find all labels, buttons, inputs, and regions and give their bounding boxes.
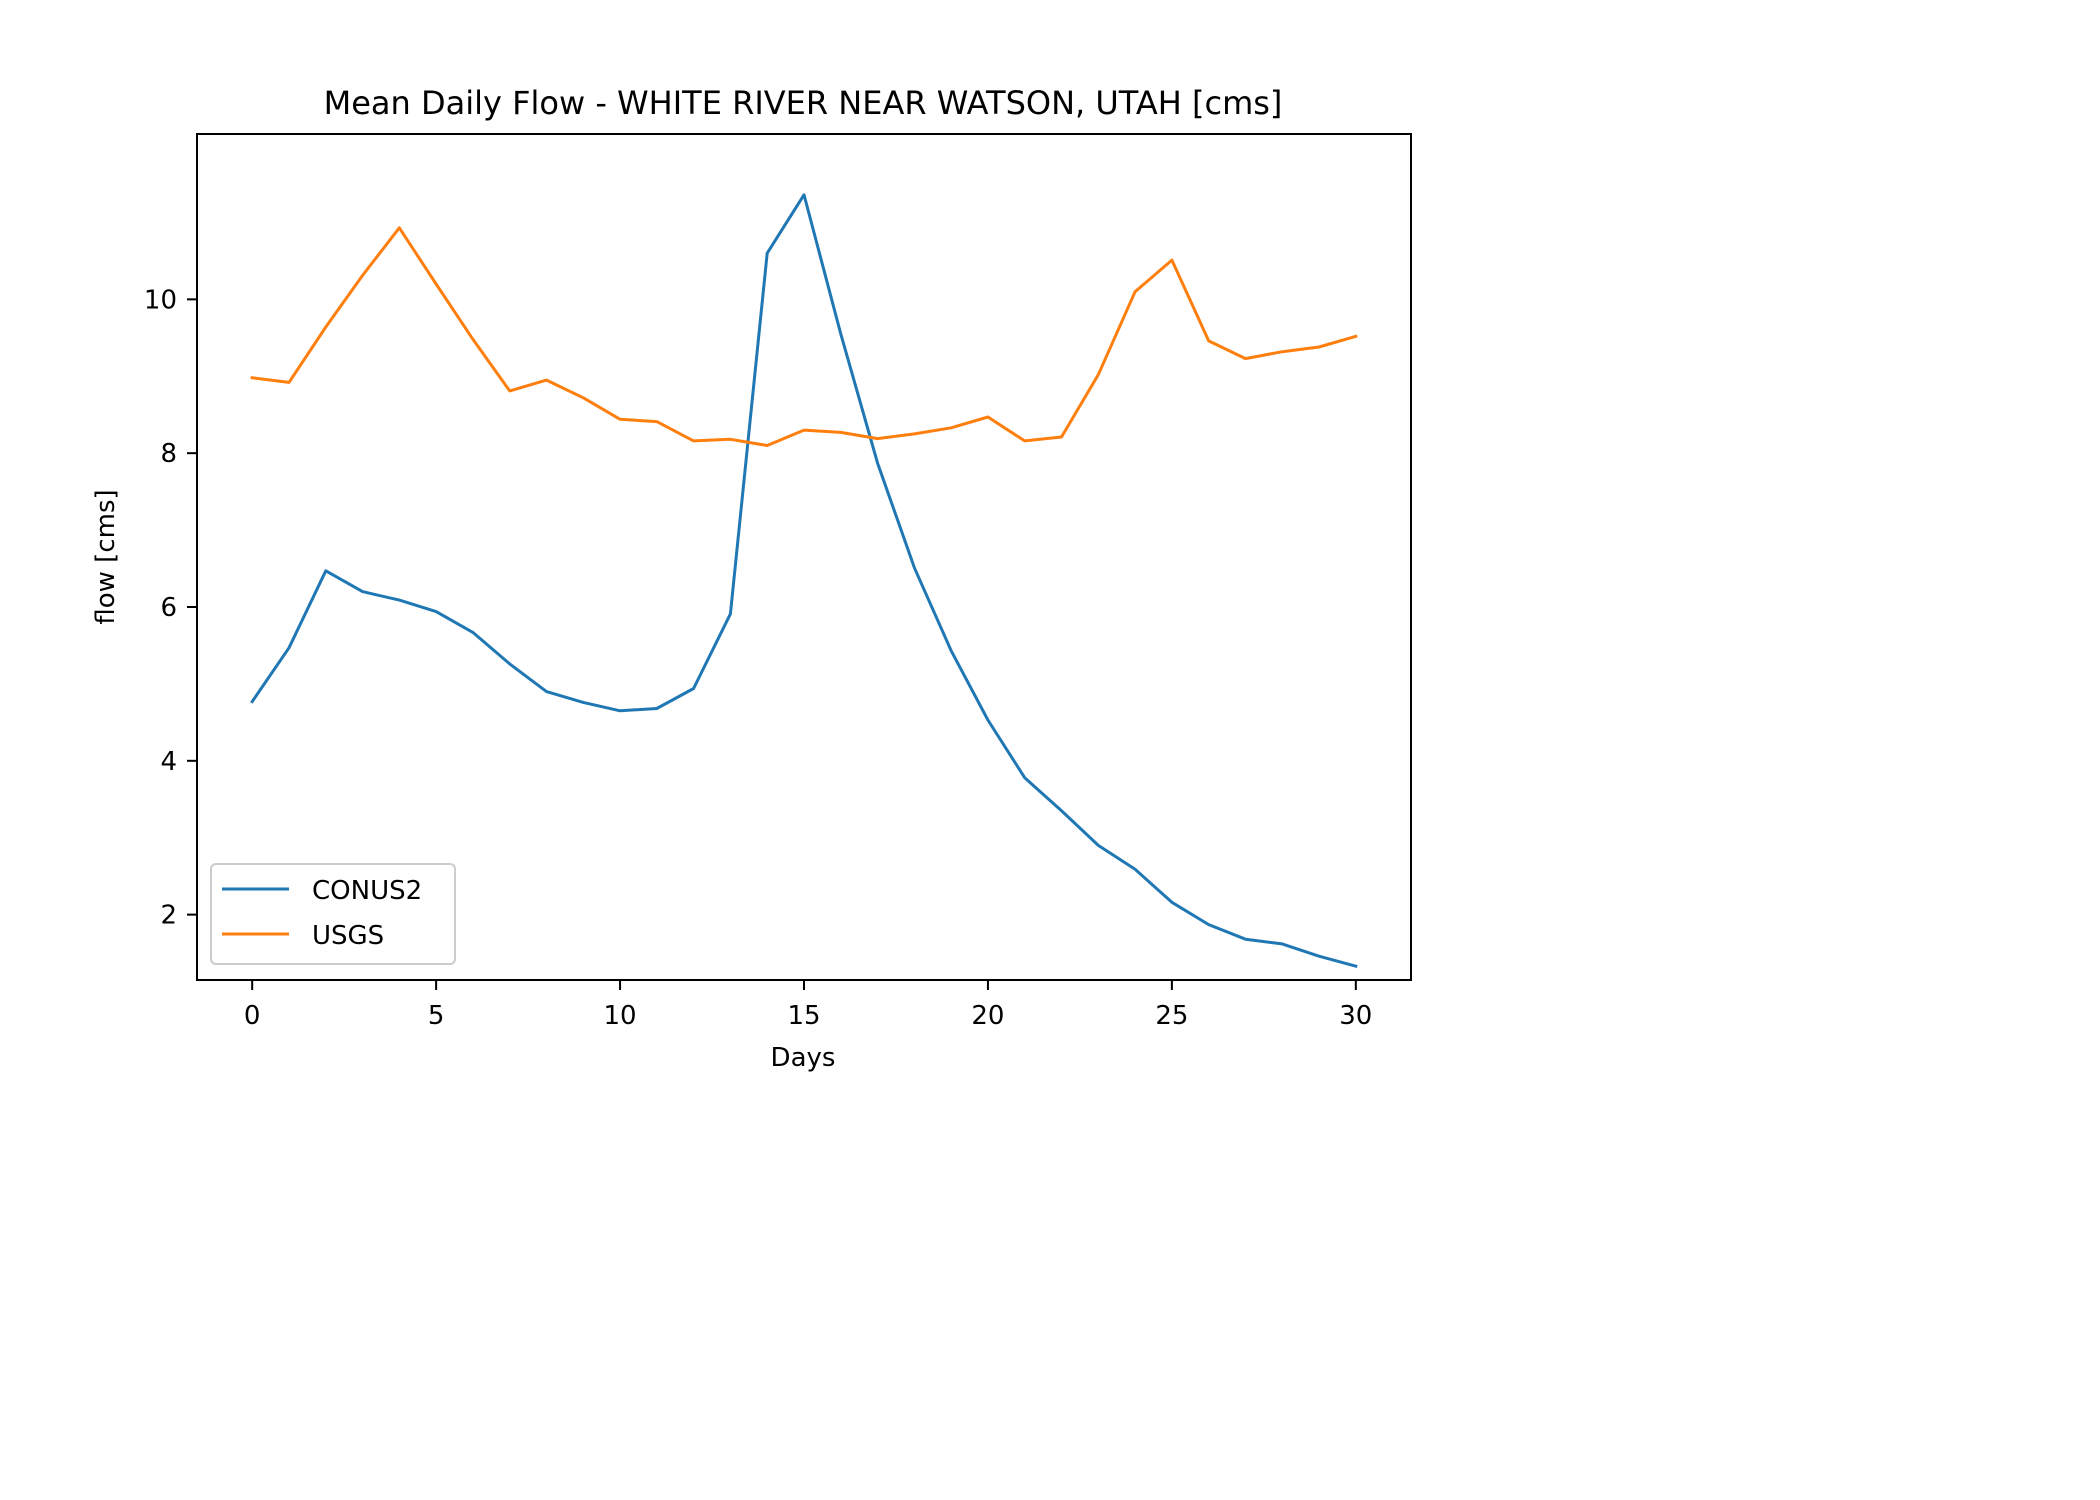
legend-label-conus2: CONUS2 xyxy=(312,876,422,906)
chart-figure: Mean Daily Flow - WHITE RIVER NEAR WATSO… xyxy=(91,84,1412,1073)
x-tick-label: 0 xyxy=(244,1001,261,1031)
x-tick-label: 20 xyxy=(971,1001,1004,1031)
legend-label-usgs: USGS xyxy=(312,921,384,951)
y-tick-label: 2 xyxy=(160,901,177,931)
y-tick-label: 4 xyxy=(160,747,177,777)
y-tick-label: 8 xyxy=(160,439,177,469)
x-tick-label: 5 xyxy=(428,1001,445,1031)
series-line-usgs xyxy=(250,226,1358,447)
x-axis-label: Days xyxy=(771,1043,836,1073)
y-tick-label: 6 xyxy=(160,593,177,623)
x-tick-label: 25 xyxy=(1155,1001,1188,1031)
y-axis-label: flow [cms] xyxy=(91,489,121,624)
plot-area xyxy=(197,134,1411,980)
y-tick-label: 10 xyxy=(144,285,177,315)
x-tick-label: 30 xyxy=(1339,1001,1372,1031)
x-tick-label: 15 xyxy=(787,1001,820,1031)
line-chart: Mean Daily Flow - WHITE RIVER NEAR WATSO… xyxy=(91,84,1412,1073)
x-tick-label: 10 xyxy=(604,1001,637,1031)
legend: CONUS2 USGS xyxy=(210,863,456,965)
series-layer xyxy=(250,193,1358,969)
x-axis: 0 5 10 15 20 25 30 xyxy=(244,980,1372,1031)
chart-title: Mean Daily Flow - WHITE RIVER NEAR WATSO… xyxy=(324,84,1283,122)
y-axis: 2 4 6 8 10 xyxy=(144,285,197,931)
series-line-conus2 xyxy=(250,193,1358,969)
